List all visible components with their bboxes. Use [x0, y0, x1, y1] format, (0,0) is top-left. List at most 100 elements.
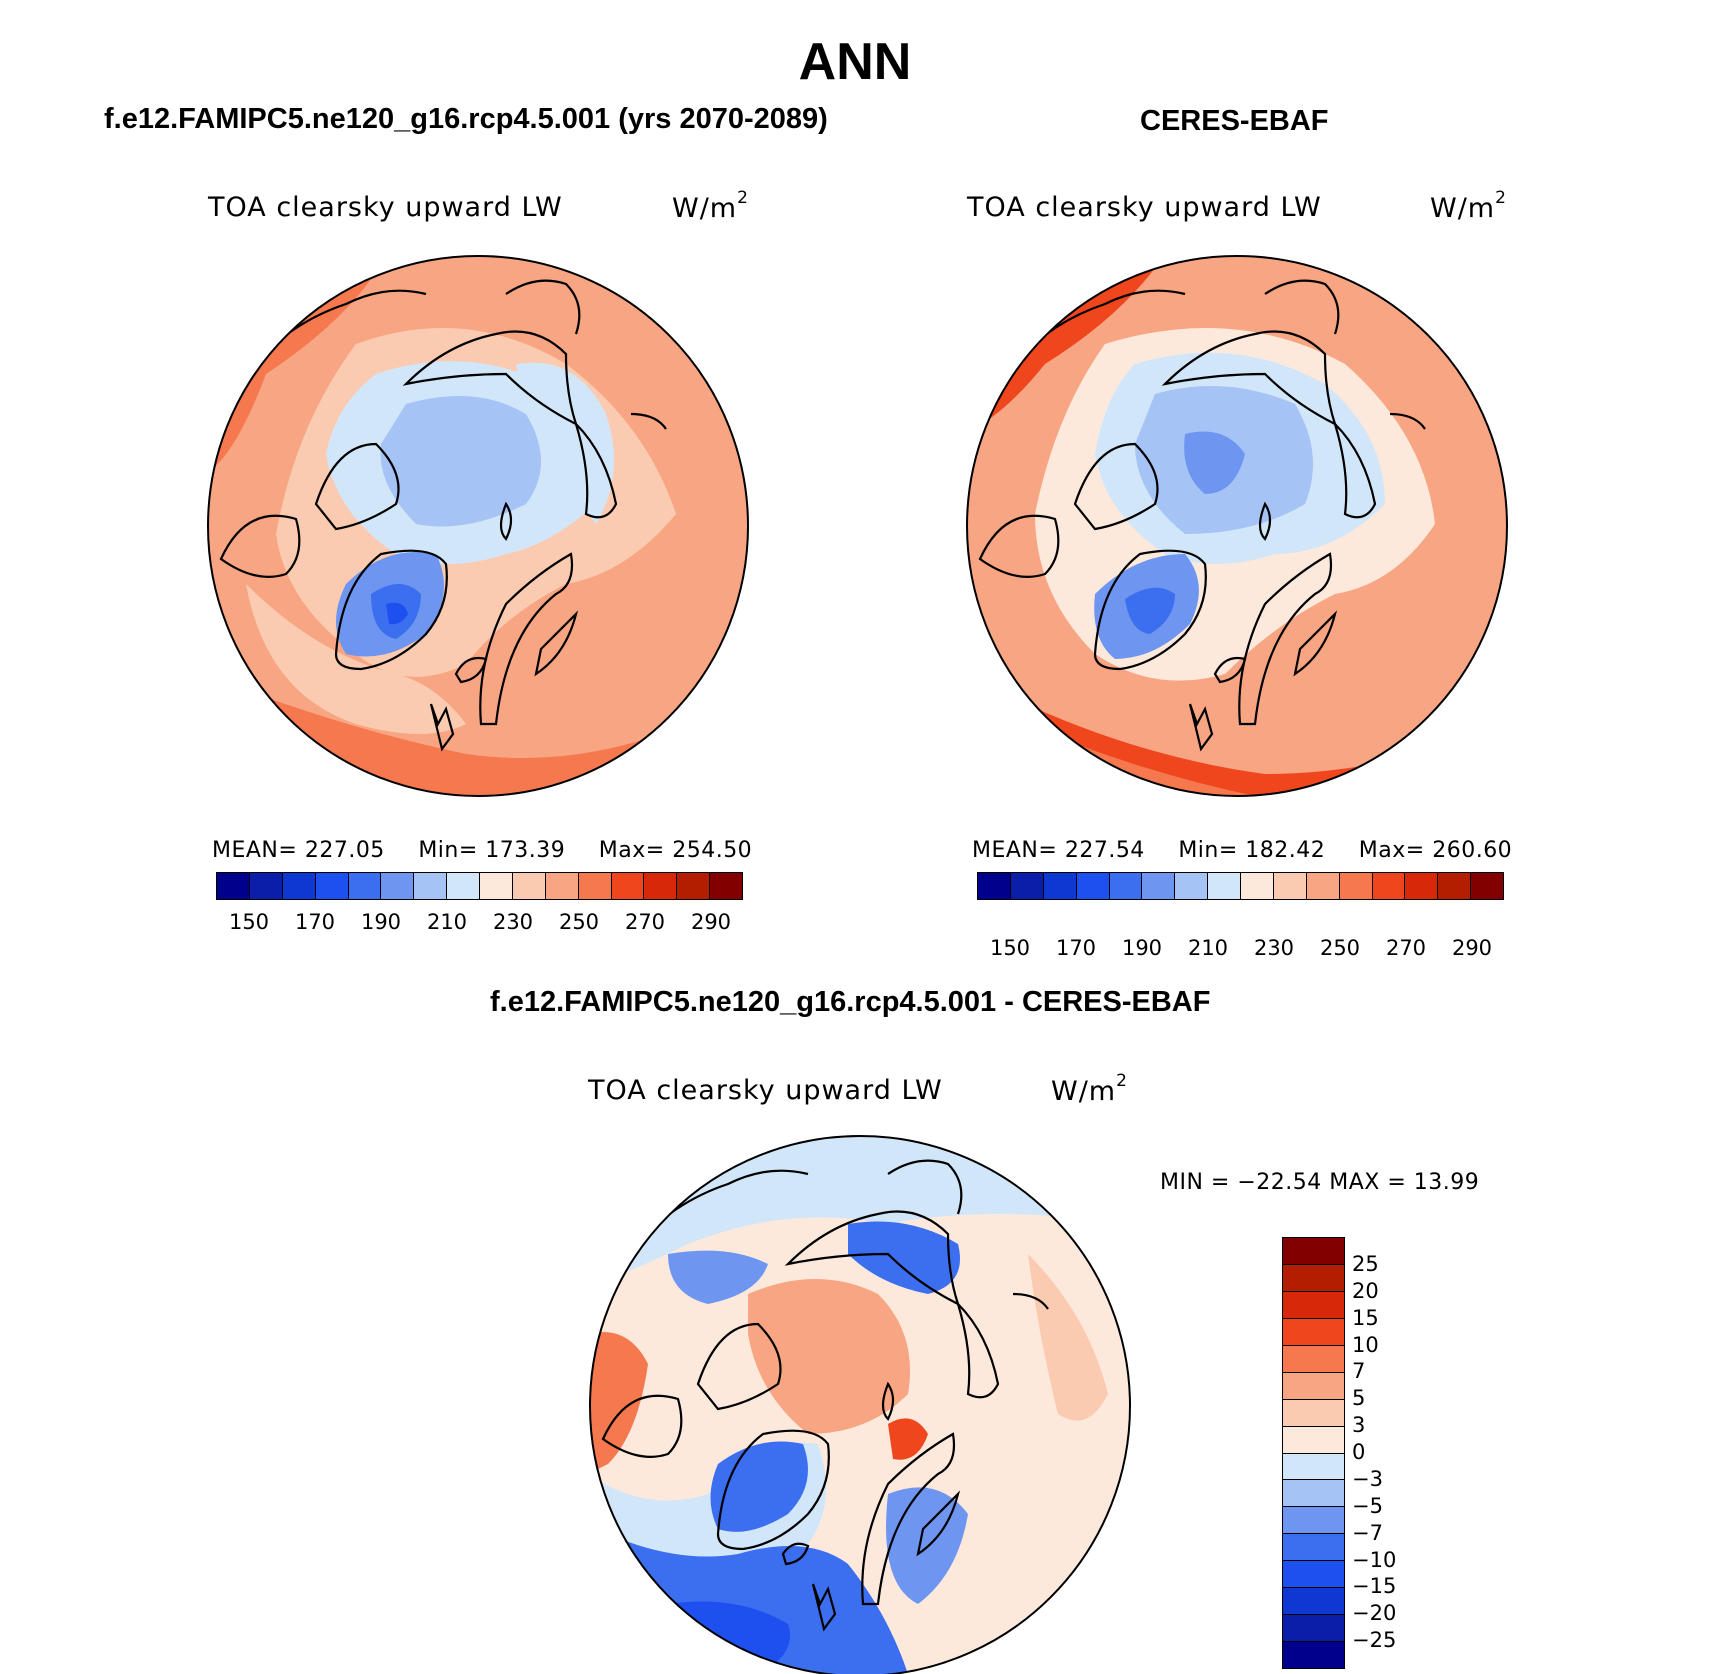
obs-colorbar-labels: 150 170 190 210 230 250 270 290 [977, 936, 1505, 962]
model-mean: MEAN= 227.05 [212, 838, 385, 863]
model-variable-title: TOA clearsky upward LW [208, 192, 563, 223]
colorbar-tick-label: 230 [492, 910, 534, 934]
colorbar-swatch [414, 873, 448, 899]
model-max: Max= 254.50 [598, 838, 753, 863]
colorbar-swatch [1283, 1507, 1344, 1535]
colorbar-tick-label: −25 [1352, 1628, 1397, 1653]
colorbar-tick-label: 230 [1253, 936, 1295, 960]
colorbar-swatch [677, 873, 711, 899]
colorbar-swatch [1405, 873, 1439, 899]
obs-polar-map [966, 255, 1508, 797]
colorbar-swatch [1283, 1372, 1344, 1400]
model-polar-map [207, 255, 749, 797]
colorbar-tick-label: 190 [1121, 936, 1163, 960]
colorbar-tick-label: 290 [1451, 936, 1493, 960]
colorbar-swatch [1283, 1345, 1344, 1373]
colorbar-swatch [1283, 1561, 1344, 1589]
colorbar-swatch [1109, 873, 1143, 899]
colorbar-tick-label: 170 [294, 910, 336, 934]
colorbar-swatch [1142, 873, 1176, 899]
colorbar-tick-label: 170 [1055, 936, 1097, 960]
colorbar-tick-label: 3 [1352, 1413, 1366, 1438]
colorbar-tick-label: −15 [1352, 1574, 1397, 1599]
obs-stats: MEAN= 227.54 Min= 182.42 Max= 260.60 [972, 838, 1512, 863]
colorbar-swatch [447, 873, 480, 899]
colorbar-tick-label: 270 [1385, 936, 1427, 960]
colorbar-swatch [1283, 1318, 1344, 1346]
colorbar-tick-label: 0 [1352, 1440, 1366, 1464]
colorbar-tick-label: 210 [426, 910, 468, 934]
colorbar-swatch [611, 873, 645, 899]
diff-colorbar [1282, 1237, 1345, 1669]
obs-colorbar [977, 872, 1504, 900]
colorbar-swatch [1306, 873, 1340, 899]
colorbar-swatch [315, 873, 349, 899]
colorbar-tick-label: 20 [1352, 1278, 1379, 1303]
colorbar-swatch [1283, 1642, 1344, 1668]
colorbar-swatch [1010, 873, 1044, 899]
model-case-title: f.e12.FAMIPC5.ne120_g16.rcp4.5.001 (yrs … [104, 103, 828, 135]
colorbar-swatch [348, 873, 382, 899]
colorbar-tick-label: −10 [1352, 1547, 1397, 1572]
diff-units: W/m2 [1051, 1071, 1128, 1107]
colorbar-swatch [1283, 1453, 1344, 1481]
colorbar-tick-label: −5 [1352, 1493, 1383, 1518]
colorbar-swatch [249, 873, 283, 899]
colorbar-tick-label: 15 [1352, 1305, 1379, 1330]
colorbar-swatch [1175, 873, 1209, 899]
colorbar-swatch [545, 873, 579, 899]
colorbar-swatch [480, 873, 513, 899]
colorbar-swatch [282, 873, 316, 899]
obs-case-title: CERES-EBAF [1140, 105, 1329, 137]
colorbar-swatch [512, 873, 546, 899]
colorbar-swatch [1283, 1534, 1344, 1562]
colorbar-swatch [1283, 1615, 1344, 1643]
colorbar-swatch [1208, 873, 1241, 899]
colorbar-swatch [1283, 1399, 1344, 1427]
colorbar-tick-label: 7 [1352, 1359, 1366, 1384]
colorbar-swatch [1372, 873, 1406, 899]
colorbar-swatch [217, 873, 250, 899]
colorbar-tick-label: 210 [1187, 936, 1229, 960]
colorbar-swatch [1273, 873, 1307, 899]
colorbar-tick-label: 150 [228, 910, 270, 934]
diff-colorbar-labels: 25 20 15 10 7 5 3 0 −3 −5 −7 −10 −15 −20 −25 [1352, 1237, 1452, 1667]
obs-max: Max= 260.60 [1358, 838, 1513, 863]
colorbar-tick-label: 5 [1352, 1386, 1366, 1411]
colorbar-tick-label: 270 [624, 910, 666, 934]
colorbar-tick-label: 10 [1352, 1332, 1379, 1357]
colorbar-swatch [1283, 1291, 1344, 1319]
diff-variable-title: TOA clearsky upward LW [588, 1075, 943, 1106]
model-colorbar-labels: 150 170 190 210 230 250 270 290 [216, 910, 744, 936]
model-colorbar [216, 872, 743, 900]
colorbar-swatch [1283, 1480, 1344, 1508]
colorbar-tick-label: 290 [690, 910, 732, 934]
season-title: ANN [798, 33, 912, 91]
colorbar-swatch [1283, 1588, 1344, 1616]
colorbar-swatch [578, 873, 612, 899]
colorbar-tick-label: −20 [1352, 1601, 1397, 1626]
colorbar-tick-label: 250 [1319, 936, 1361, 960]
obs-min: Min= 182.42 [1178, 838, 1326, 863]
colorbar-swatch [710, 873, 742, 899]
diff-polar-map [589, 1135, 1131, 1674]
diff-minmax: MIN = −22.54 MAX = 13.99 [1160, 1170, 1480, 1195]
colorbar-tick-label: 150 [989, 936, 1031, 960]
colorbar-swatch [1241, 873, 1274, 899]
obs-units: W/m2 [1430, 188, 1507, 224]
colorbar-swatch [1076, 873, 1110, 899]
colorbar-swatch [1339, 873, 1373, 899]
colorbar-tick-label: 25 [1352, 1251, 1379, 1276]
colorbar-tick-label: −7 [1352, 1520, 1383, 1545]
colorbar-swatch [1283, 1426, 1344, 1454]
colorbar-tick-label: −3 [1352, 1466, 1383, 1491]
colorbar-swatch [644, 873, 678, 899]
diff-case-title: f.e12.FAMIPC5.ne120_g16.rcp4.5.001 - CER… [490, 986, 1211, 1018]
colorbar-tick-label: 250 [558, 910, 600, 934]
colorbar-swatch [978, 873, 1011, 899]
model-units: W/m2 [672, 188, 749, 224]
model-stats: MEAN= 227.05 Min= 173.39 Max= 254.50 [212, 838, 752, 863]
colorbar-tick-label: 190 [360, 910, 402, 934]
colorbar-swatch [1283, 1238, 1344, 1265]
colorbar-swatch [381, 873, 415, 899]
